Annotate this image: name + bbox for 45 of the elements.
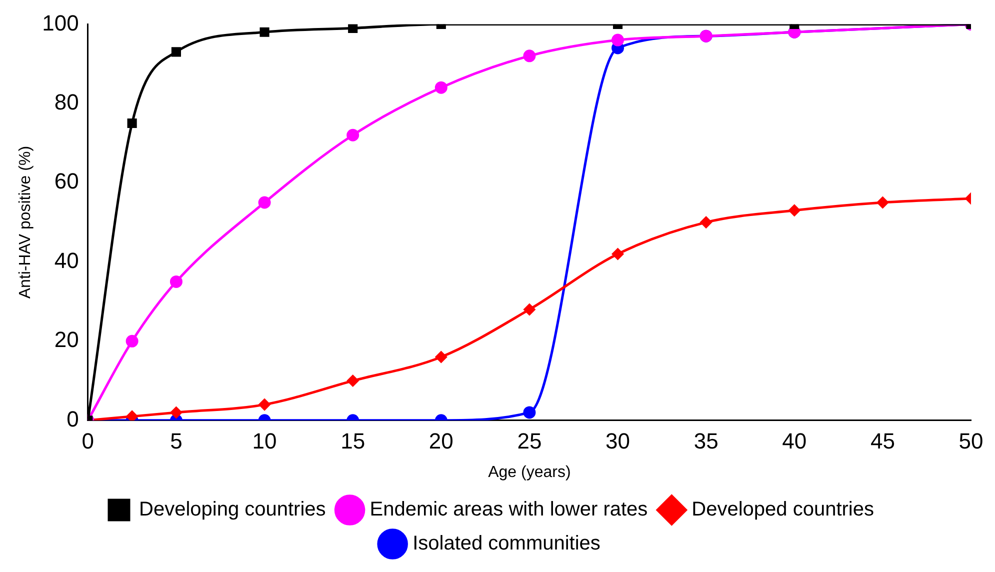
point (434, 81, 448, 94)
legend-label: Endemic areas with lower rates (370, 498, 648, 521)
y-tick-label: 20 (54, 327, 79, 352)
legend-label: Developing countries (139, 498, 326, 521)
y-axis-title: Anti-HAV positive (%) (17, 146, 34, 299)
point (435, 351, 447, 363)
x-tick-label: 45 (870, 428, 895, 454)
point (260, 27, 270, 37)
point (523, 406, 536, 419)
x-tick-label: 30 (606, 428, 630, 454)
point (876, 196, 888, 208)
x-axis-title: Age (years) (488, 464, 571, 481)
point (126, 334, 138, 348)
x-tick-label: 50 (958, 428, 984, 454)
point (258, 398, 270, 410)
y-tick-label: 40 (54, 248, 79, 273)
point (612, 34, 624, 46)
legend-label: Isolated communities (412, 532, 600, 555)
x-tick-label: 20 (428, 428, 454, 454)
y-tick-label: 60 (54, 168, 79, 194)
point (788, 204, 800, 216)
legend-label: Developed countries (692, 498, 874, 521)
point (170, 275, 182, 288)
point (612, 248, 624, 260)
x-tick-label: 35 (694, 428, 718, 454)
x-tick-label: 0 (82, 428, 94, 454)
point (170, 406, 182, 418)
x-tick-label: 10 (252, 428, 277, 454)
point (171, 47, 181, 57)
x-tick-label: 5 (170, 428, 182, 454)
x-tick-label: 15 (340, 428, 366, 454)
point (700, 216, 712, 228)
y-tick-label: 80 (54, 90, 79, 115)
point (348, 24, 358, 33)
point (258, 196, 271, 209)
y-tick-label: 0 (66, 406, 79, 432)
point (347, 375, 359, 387)
x-tick-label: 40 (782, 428, 807, 454)
point (127, 118, 137, 128)
point (126, 410, 138, 420)
x-tick-label: 25 (517, 428, 542, 454)
point (523, 50, 536, 62)
y-tick-label: 100 (42, 10, 79, 36)
point (524, 304, 536, 316)
point (346, 128, 360, 142)
